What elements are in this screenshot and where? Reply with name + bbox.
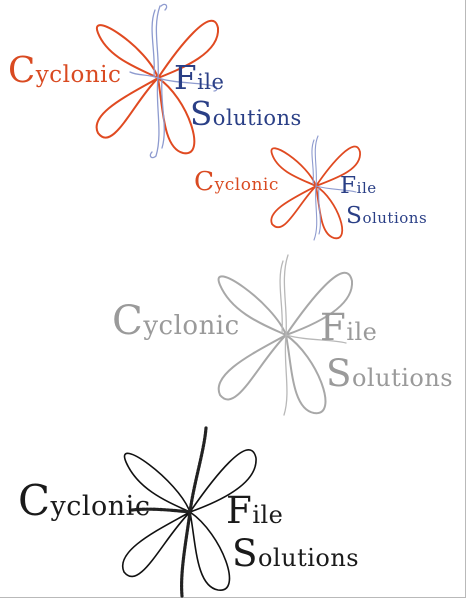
cyclone-petal-icon xyxy=(121,426,257,598)
logo-word-solutions: Solutions xyxy=(190,95,302,133)
logo-word-cyclonic: Cyclonic xyxy=(194,167,279,197)
cyclone-petal-icon xyxy=(270,135,361,241)
cyclone-petal-icon xyxy=(95,3,220,159)
logo-grayscale: Cyclonic File Solutions xyxy=(108,243,466,418)
logo-word-cyclonic: Cyclonic xyxy=(112,297,240,344)
logo-word-cyclonic: Cyclonic xyxy=(8,50,122,91)
logo-word-cyclonic: Cyclonic xyxy=(18,476,151,525)
logo-color-large: Cyclonic File Solutions xyxy=(0,0,330,175)
logo-color-small: Cyclonic File Solutions xyxy=(190,132,450,250)
logo-word-file: File xyxy=(340,172,377,199)
logo-word-file: File xyxy=(174,59,225,97)
logo-word-file: File xyxy=(320,305,378,349)
logo-word-solutions: Solutions xyxy=(346,202,428,229)
logo-word-solutions: Solutions xyxy=(326,351,454,395)
logo-word-file: File xyxy=(226,488,284,532)
logo-black: Cyclonic File Solutions xyxy=(14,420,364,598)
cyclone-petal-icon xyxy=(217,254,354,416)
logo-word-solutions: Solutions xyxy=(232,531,360,575)
